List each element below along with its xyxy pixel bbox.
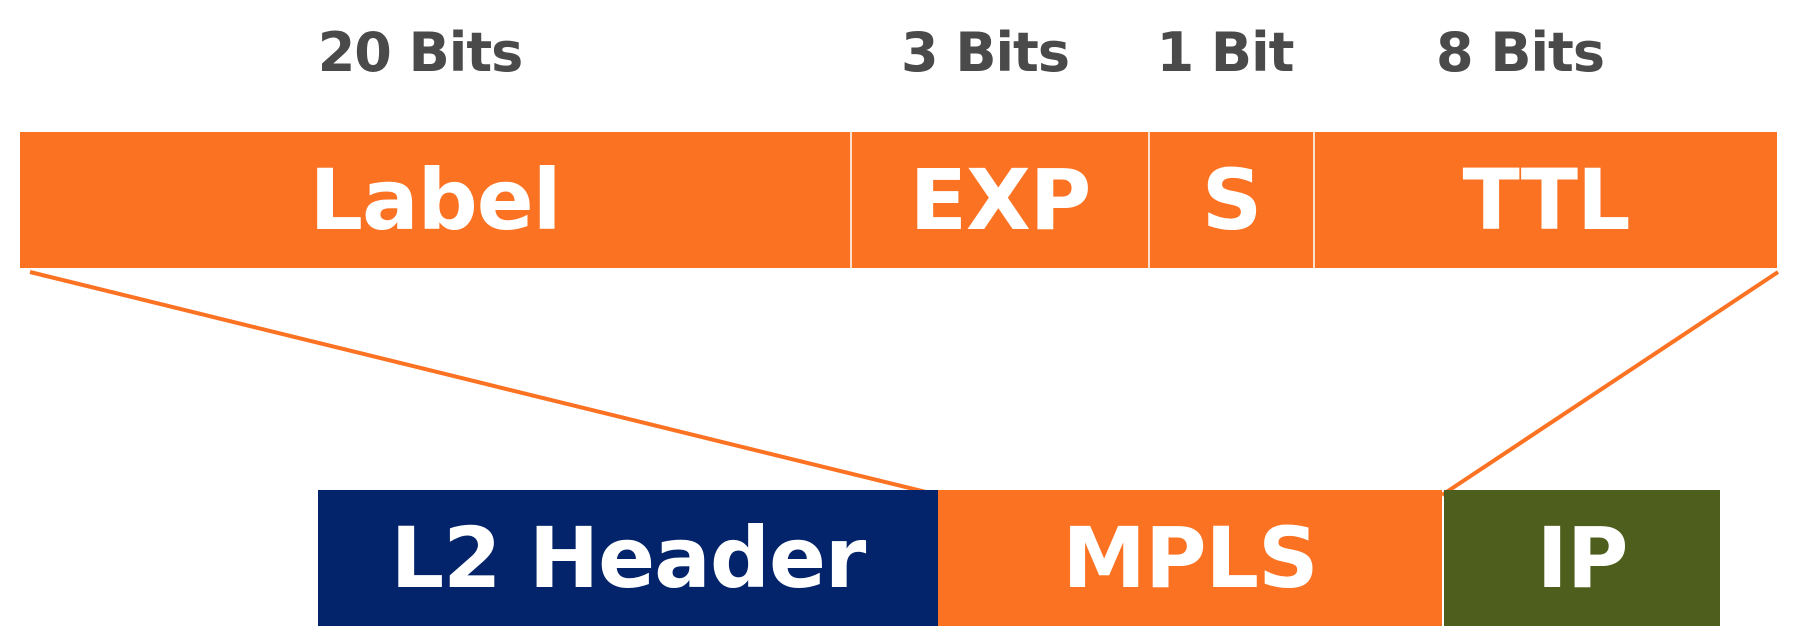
bits-s-width: 1 Bit bbox=[1156, 21, 1295, 84]
bits-exp-width: 3 Bits bbox=[901, 21, 1070, 84]
bits-label-width: 20 Bits bbox=[317, 21, 524, 84]
bits-ttl-width: 8 Bits bbox=[1436, 21, 1605, 84]
expansion-line-right bbox=[1440, 270, 1780, 497]
field-divider bbox=[1148, 132, 1150, 268]
field-divider bbox=[1313, 132, 1315, 268]
expansion-line-left bbox=[29, 270, 939, 497]
field-s: S bbox=[1150, 132, 1313, 268]
frame-mpls: MPLS bbox=[938, 490, 1442, 626]
field-divider bbox=[850, 132, 852, 268]
field-ttl: TTL bbox=[1315, 132, 1777, 268]
field-exp: EXP bbox=[852, 132, 1148, 268]
frame-l2-header: L2 Header bbox=[318, 490, 938, 626]
field-label: Label bbox=[20, 132, 850, 268]
frame-ip: IP bbox=[1444, 490, 1720, 626]
